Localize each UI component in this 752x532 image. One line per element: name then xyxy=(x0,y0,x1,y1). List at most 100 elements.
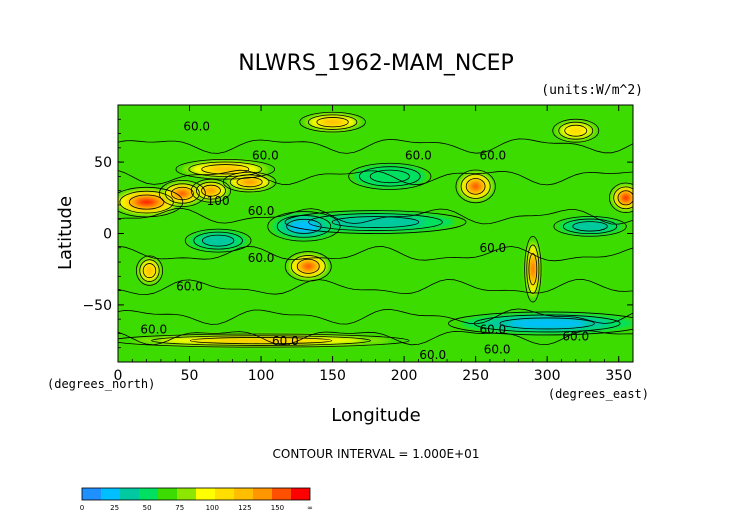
colorbar-label: 75 xyxy=(175,504,184,512)
north-africa-east-edge-region xyxy=(622,195,629,201)
contour-label: 60.0 xyxy=(479,322,506,336)
arabia-region xyxy=(177,190,188,197)
southern-ocean-region xyxy=(509,319,586,328)
colorbar-label: 100 xyxy=(206,504,219,512)
contour-line xyxy=(202,234,235,247)
contour-line xyxy=(572,221,608,232)
contour-line xyxy=(448,311,633,336)
y-unit-label: (degrees_north) xyxy=(47,377,155,391)
chart-title: NLWRS_1962-MAM_NCEP xyxy=(238,51,514,76)
colorbar: 0 25 50 75 100 125 150 ∞ xyxy=(80,487,313,512)
tibet-region xyxy=(243,179,257,185)
x-axis-label: Longitude xyxy=(331,405,421,426)
contour-line xyxy=(118,330,633,346)
contour-line xyxy=(236,176,263,188)
contour-line xyxy=(201,184,221,197)
north-america-southwest-region xyxy=(471,182,480,190)
colorbar-swatch xyxy=(139,488,158,500)
contour-line xyxy=(526,244,540,294)
contour-line xyxy=(170,186,194,201)
contour-line xyxy=(290,255,326,278)
contour-line xyxy=(158,179,206,208)
contour-line xyxy=(558,121,594,140)
contour-line xyxy=(195,181,226,200)
contour-line xyxy=(316,117,349,128)
contour-line xyxy=(135,255,164,286)
contour-label: 60.0 xyxy=(183,120,210,134)
contour-line xyxy=(142,263,157,279)
colorbar-swatch xyxy=(158,488,177,500)
contour-line xyxy=(164,183,200,204)
contour-line xyxy=(276,215,332,238)
units-label: (units:W/m^2) xyxy=(541,83,643,98)
contour-label: 60.0 xyxy=(405,148,432,162)
contour-line xyxy=(222,171,277,193)
colorbar-swatch xyxy=(101,488,120,500)
contour-label: 60.0 xyxy=(248,204,275,218)
contour-line xyxy=(118,138,633,154)
plot-area: 60.0 60.0 60.0 60.0 100 60.0 60.0 60.0 60.0 60.0 6… xyxy=(118,105,633,362)
contour-line xyxy=(460,173,491,199)
contour-line xyxy=(369,169,410,184)
contour-label: 60.0 xyxy=(248,251,275,265)
contour-line xyxy=(118,246,633,262)
colorbar-swatch xyxy=(291,488,310,500)
contour-line xyxy=(564,124,588,137)
contour-label: 60.0 xyxy=(176,280,203,294)
contour-line xyxy=(267,211,341,242)
contour-line xyxy=(348,162,432,190)
x-tick-label: 50 xyxy=(181,368,199,384)
contour-line xyxy=(284,251,332,282)
contour-line xyxy=(118,308,633,325)
pacific-itcz-region xyxy=(327,215,424,229)
contour-line xyxy=(118,278,633,296)
colorbar-swatch xyxy=(234,488,253,500)
iran-plateau-region xyxy=(206,187,216,194)
contour-line xyxy=(552,118,600,143)
contour-line xyxy=(118,169,633,186)
contour-line xyxy=(188,161,263,177)
colorbar-label: 50 xyxy=(143,504,152,512)
contour-line xyxy=(286,218,322,234)
contour-line xyxy=(118,186,184,218)
contour-line xyxy=(175,158,276,180)
contour-interval-text: CONTOUR INTERVAL = 1.000E+01 xyxy=(273,447,480,461)
y-tick-label: 0 xyxy=(103,227,112,243)
north-africa-region xyxy=(139,199,154,205)
contour-line xyxy=(609,182,633,213)
colorbar-label: ∞ xyxy=(307,504,313,512)
colorbar-swatch xyxy=(120,488,139,500)
x-tick-label: 350 xyxy=(605,368,632,384)
atlantic-itcz-region xyxy=(570,221,610,232)
contour-line xyxy=(296,258,320,274)
contour-label: 60.0 xyxy=(562,330,589,344)
colorbar-swatch xyxy=(196,488,215,500)
x-axis: 0 50 100 150 200 250 300 350 xyxy=(114,105,634,384)
contour-line xyxy=(465,178,486,195)
x-tick-label: 250 xyxy=(462,368,489,384)
contour-line xyxy=(284,210,467,234)
contour-line xyxy=(128,194,165,210)
colorbar-label: 25 xyxy=(110,504,119,512)
contour-line xyxy=(190,178,232,203)
indian-ocean-region xyxy=(200,234,236,247)
antarctic-coast-region xyxy=(216,338,306,343)
x-tick-label: 150 xyxy=(319,368,346,384)
y-tick-label: 50 xyxy=(94,155,112,171)
contour-label: 60.0 xyxy=(479,148,506,162)
greenland-region xyxy=(566,126,585,136)
contour-label: 60.0 xyxy=(252,148,279,162)
contour-line xyxy=(308,213,443,231)
andes-region xyxy=(531,262,535,277)
colorbar-label: 150 xyxy=(271,504,284,512)
contour-label: 60.0 xyxy=(272,334,299,348)
warm-pool-region xyxy=(289,220,318,233)
contour-line xyxy=(617,190,633,206)
contour-line xyxy=(553,216,627,237)
contour-label: 60.0 xyxy=(419,348,446,362)
contour-line xyxy=(359,166,421,187)
contour-line xyxy=(455,169,496,204)
contour-line xyxy=(151,335,371,346)
contour-label: 60.0 xyxy=(479,241,506,255)
